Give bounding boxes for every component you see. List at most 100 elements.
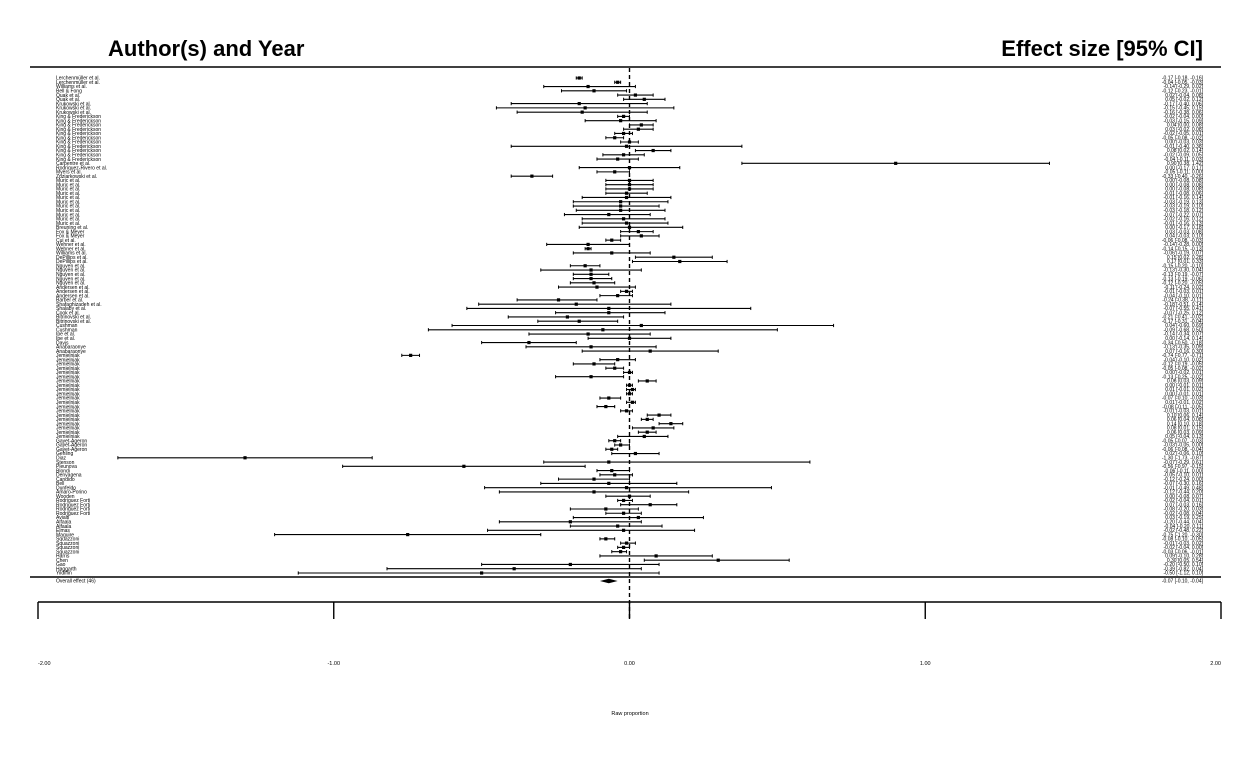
study-row: King & Frederickson 0.00 [-0.03, 0.03] (56, 140, 1204, 146)
effect-size-text: -0.12 [-0.44, 0.20] (1164, 490, 1204, 496)
study-row: Cui et al. -0.06 [-0.08, -0.03] (56, 238, 1204, 244)
point-estimate (651, 426, 655, 430)
study-label: Jemielniak (56, 357, 80, 363)
study-label: Anabaraonye (56, 349, 86, 355)
study-row: Zdziarkowski et al. -0.33 [-0.40, -0.26] (56, 174, 1204, 180)
study-row: Anabaraonye -0.13 [-0.35, 0.09] (56, 345, 1204, 351)
study-row: Elmas -0.02 [-0.48, 0.22] (56, 528, 1204, 534)
point-estimate (586, 84, 590, 89)
point-estimate (624, 221, 629, 225)
study-label: Anabaraonye (56, 345, 86, 351)
header-left: Author(s) and Year (108, 36, 305, 61)
point-estimate (624, 541, 629, 545)
effect-size-text: -0.12 [-0.24, 0.00] (1164, 477, 1204, 483)
point-estimate (607, 396, 611, 400)
point-estimate (716, 558, 720, 562)
study-row: Jemielniak -0.04 [-0.10, 0.02] (56, 357, 1204, 363)
point-estimate (409, 353, 413, 357)
effect-size-text: 0.17 [0.01, 0.33] (1167, 259, 1204, 265)
point-estimate (621, 498, 626, 503)
study-label: Muric et al. (56, 217, 80, 223)
study-row: Nguyen et al. -0.12 [-0.20, -0.05] (56, 281, 1204, 287)
study-row: Haggarth -0.39 [-0.82, 0.04] (56, 566, 1204, 572)
study-label: Jemielniak (56, 362, 80, 368)
study-row: Fox & Meyer 0.04 [-0.03, 0.10] (56, 234, 1204, 240)
study-row: King & Frederickson -0.01 [-0.40, 0.38] (56, 144, 1204, 150)
study-label: King & Frederickson (56, 144, 101, 150)
study-label: Andersen et al. (56, 285, 90, 291)
effect-size-text: -0.13 [-0.35, 0.09] (1164, 345, 1204, 351)
point-estimate (589, 345, 593, 349)
point-estimate (639, 234, 643, 238)
study-label: Cushman (56, 327, 78, 333)
study-label: Nguyen et al. (56, 263, 85, 269)
effect-size-text: -0.03 [-0.19, 0.10] (1164, 204, 1204, 210)
study-row: DePillips et al. 0.17 [0.01, 0.33] (56, 259, 1204, 265)
point-estimate (607, 306, 611, 311)
study-label: Dunfeldo (56, 485, 76, 491)
point-estimate (613, 439, 617, 443)
effect-size-text: -0.07 [-0.30, 0.16] (1164, 481, 1204, 487)
study-row: Avialti 0.03 [-0.19, 0.25] (56, 515, 1204, 521)
effect-size-text: -0.17 [-0.40, 0.06] (1164, 101, 1204, 107)
study-row: Quak et al. 0.02 [-0.04, 0.08] (56, 93, 1204, 99)
study-row: DePillips et al. 0.15 [0.02, 0.28] (56, 255, 1204, 261)
point-estimate (624, 191, 629, 195)
study-label: Krukowski et al. (56, 110, 91, 116)
effect-size-text: -0.12 [-0.23, -0.01] (1162, 89, 1204, 95)
study-row: Jemielniak -0.05 [-0.08, -0.02] (56, 366, 1204, 372)
study-label: Muric et al. (56, 212, 80, 218)
study-row: Jemielniak -0.74 [-0.77, -0.71] (56, 353, 1204, 359)
effect-size-text: -0.01 [-0.40, 0.38] (1164, 144, 1204, 150)
study-label: Rodriguez Forti (56, 507, 90, 513)
study-row: Williams et al. -0.14 [-0.29, 0.02] (56, 84, 1204, 90)
study-label: Krukowski et al. (56, 106, 91, 112)
effect-size-text: -0.16 [-0.38, 0.06] (1164, 110, 1204, 116)
point-estimate (589, 268, 593, 272)
study-row: Krukowski et al. -0.17 [-0.40, 0.06] (56, 101, 1204, 107)
effect-size-text: -0.08 [-0.11, -0.05] (1162, 404, 1203, 410)
effect-size-text: -0.74 [-0.77, -0.71] (1162, 353, 1204, 359)
effect-size-text: 0.00 [-0.08, 0.07] (1165, 494, 1203, 500)
study-label: Ipe et al. (56, 332, 75, 338)
study-label: DePillips et al. (56, 255, 88, 261)
point-estimate (462, 464, 466, 468)
study-label: Bell & Fong (56, 89, 82, 95)
study-row: King & Frederickson -0.05 [-0.08, -0.02] (56, 135, 1204, 141)
study-label: Jemielniak (56, 353, 80, 359)
point-estimate (651, 148, 655, 153)
study-label: Quak et al. (56, 97, 80, 103)
point-estimate (633, 451, 638, 456)
effect-size-text: 0.06 [0.03, 0.09] (1167, 430, 1204, 436)
point-estimate (624, 144, 629, 148)
effect-size-text: -0.01 [-0.03, 0.01] (1164, 289, 1204, 295)
study-row: Pleunova -0.56 [-0.97, -0.15] (56, 464, 1204, 470)
effect-size-text: -0.06 [-0.11, 0.00] (1164, 468, 1204, 474)
effect-size-text: -0.05 [-0.10, 0.01] (1164, 473, 1204, 479)
study-label: King & Frederickson (56, 148, 101, 154)
point-estimate (610, 251, 614, 255)
point-estimate (621, 217, 626, 221)
effect-size-text: -0.01 [-0.03, 0.02] (1164, 541, 1204, 547)
point-estimate (586, 332, 590, 336)
effect-size-text: 0.04 [-0.60, 0.69] (1165, 323, 1203, 329)
study-label: Muric et al. (56, 182, 80, 188)
effect-size-text: -0.07 [-0.55, 0.41] (1164, 306, 1204, 312)
point-estimate (592, 477, 596, 481)
effect-size-text: -0.02 [-0.08, 0.04] (1164, 511, 1204, 517)
point-estimate (595, 285, 599, 289)
effect-size-text: 0.14 [0.10, 0.18] (1167, 421, 1204, 427)
point-estimate (613, 473, 617, 477)
study-label: Lerchenmüller et al. (56, 80, 100, 86)
study-row: Andersen et al. -0.04 [-0.10, 0.01] (56, 293, 1204, 299)
effect-size-text: -0.33 [-0.40, -0.26] (1162, 174, 1204, 180)
effect-size-text: -0.56 [-0.97, -0.15] (1162, 464, 1204, 470)
study-row: Jemielniak 0.01 [-0.01, 0.02] (56, 400, 1204, 406)
effect-size-text: 0.00 [-0.02, 0.01] (1165, 370, 1203, 376)
effect-size-text: -0.34 [-0.50, -0.18] (1162, 340, 1204, 346)
study-label: Jemielniak (56, 383, 80, 389)
study-row: King & Frederickson -0.03 [-0.15, 0.09] (56, 118, 1204, 124)
effect-size-text: 0.03 [-0.19, 0.25] (1165, 515, 1203, 521)
study-label: Muric et al. (56, 208, 80, 214)
study-label: Maguire (56, 532, 74, 538)
